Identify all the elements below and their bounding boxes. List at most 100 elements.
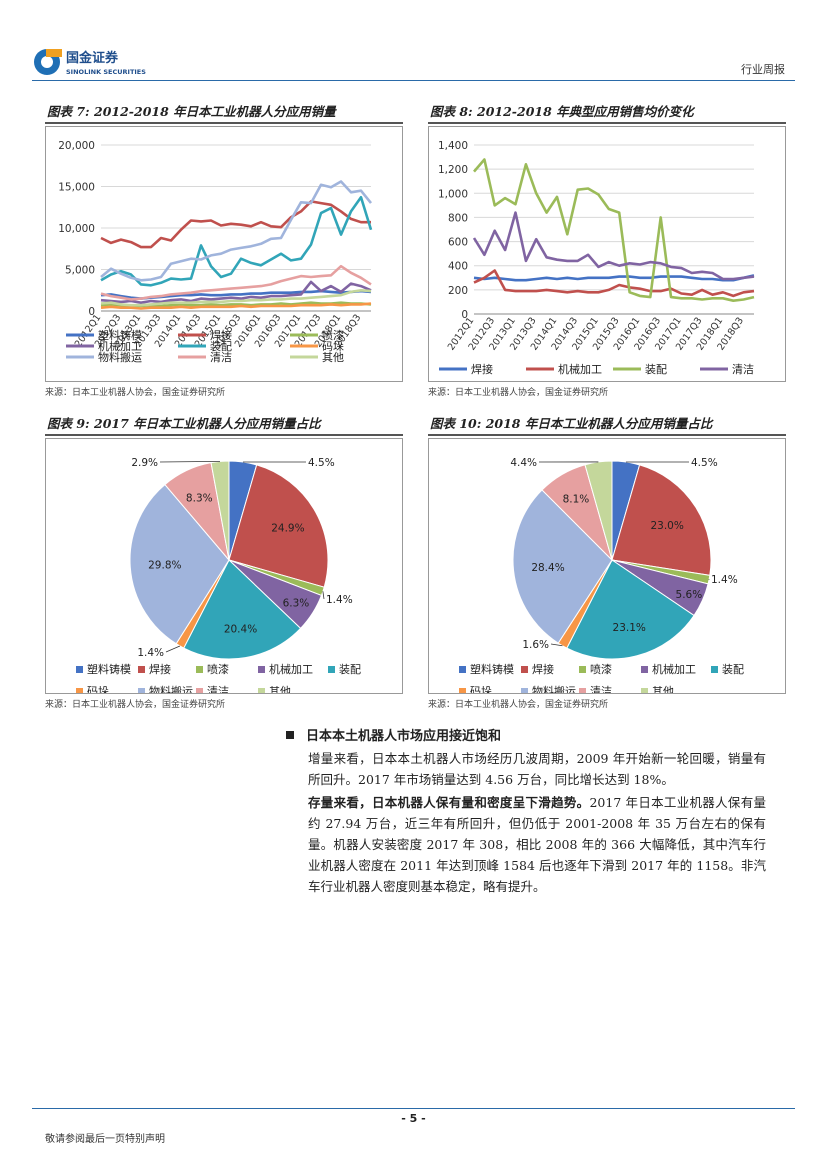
series-line <box>100 302 372 310</box>
legend-label: 塑料铸模 <box>87 662 131 676</box>
slice-label: 20.4% <box>224 623 257 635</box>
legend-swatch <box>258 666 265 673</box>
y-tick-label: 15,000 <box>58 182 95 194</box>
legend-label: 清洁 <box>210 351 232 364</box>
legend-label: 喷漆 <box>322 329 344 342</box>
figure-8-source: 来源：日本工业机器人协会，国金证券研究所 <box>428 388 609 398</box>
legend-swatch <box>521 688 528 695</box>
paragraph-2: 存量来看，日本机器人保有量和密度呈下滑趋势。2017 年日本工业机器人保有量约 … <box>308 792 766 897</box>
legend-swatch <box>76 688 83 695</box>
series-line <box>100 180 373 282</box>
figure-7-frame: 0 5,000 10,000 15,000 20,000 2012Q1 2012Q3 2013… <box>45 126 403 382</box>
legend-label: 机械加工 <box>558 362 602 376</box>
series-line <box>100 264 372 301</box>
legend-swatch <box>258 688 265 695</box>
legend-swatch <box>459 688 466 695</box>
legend-label: 码垛 <box>322 340 344 353</box>
slice-label: 23.0% <box>650 520 683 532</box>
legend-label: 其他 <box>269 685 291 693</box>
header-divider <box>32 80 795 81</box>
pie-slice <box>611 464 712 576</box>
figure-8-line-chart: 02004006008001,0001,2001,4002012Q12012Q3… <box>438 140 755 376</box>
slice-label: 28.4% <box>531 562 564 574</box>
slice-label: 23.1% <box>613 622 646 634</box>
slice-label: 1.4% <box>326 594 353 606</box>
figure-9-title: 图表 9: 2017 年日本工业机器人分应用销量占比 <box>45 414 403 436</box>
legend-swatch <box>641 688 648 695</box>
legend-label: 装配 <box>645 363 667 376</box>
figure-7-source: 来源：日本工业机器人协会，国金证券研究所 <box>45 388 226 398</box>
slice-label: 8.3% <box>186 492 213 504</box>
legend-label: 装配 <box>210 340 232 353</box>
legend-label: 清洁 <box>732 363 754 376</box>
legend-label: 装配 <box>722 663 744 676</box>
legend-label: 喷漆 <box>590 663 612 676</box>
legend-swatch <box>641 666 648 673</box>
legend-label: 机械加工 <box>98 339 142 353</box>
leader-line <box>159 461 220 463</box>
pie-slice <box>183 559 302 660</box>
y-tick-label: 600 <box>448 237 468 249</box>
y-tick-label: 20,000 <box>58 140 95 152</box>
legend-label: 码垛 <box>87 685 109 693</box>
slice-label: 4.5% <box>308 457 335 469</box>
figure-8-title: 图表 8: 2012-2018 年典型应用销售均价变化 <box>428 102 786 124</box>
series-line <box>100 200 371 249</box>
logo-en-text: SINOLINK SECURITIES <box>66 68 146 76</box>
pie-slice <box>129 483 230 645</box>
legend-label: 喷漆 <box>207 663 229 676</box>
series-line <box>100 196 373 287</box>
section-heading-text: 日本本土机器人市场应用接近饱和 <box>306 729 502 744</box>
slice-label: 24.9% <box>271 522 304 534</box>
legend-label: 码垛 <box>470 685 492 693</box>
leader-line <box>165 645 181 653</box>
paragraph-2-lead: 存量来看，日本机器人保有量和密度呈下滑趋势。 <box>308 795 590 810</box>
legend-label: 装配 <box>339 663 361 676</box>
figure-7: 图表 7: 2012-2018 年日本工业机器人分应用销量 0 5,000 10,0… <box>45 102 403 398</box>
legend-label: 其他 <box>322 351 344 364</box>
figure-10-pie-chart: 4.5% 23.0% 1.4% 5.6% 23.1% 1.6% 28.4% 8.1% 4.4% 塑… <box>459 457 744 698</box>
slice-label: 4.5% <box>691 457 718 469</box>
pie-slice <box>566 559 695 660</box>
slice-label: 1.4% <box>711 574 738 586</box>
figure-10-title: 图表 10: 2018 年日本工业机器人分应用销量占比 <box>428 414 786 436</box>
slice-label: 1.4% <box>137 647 164 659</box>
report-type: 行业周报 <box>741 63 785 76</box>
legend-label: 焊接 <box>532 662 554 676</box>
slice-label: 4.4% <box>510 457 537 469</box>
legend-label: 物料搬运 <box>149 684 193 693</box>
logo-cn-text: 国金证券 <box>66 50 119 66</box>
slice-label: 2.9% <box>131 457 158 469</box>
figure-9: 图表 9: 2017 年日本工业机器人分应用销量占比 4.5% 24.9% 1.4%… <box>45 414 403 710</box>
legend-swatch <box>328 666 335 673</box>
figure-7-line-chart: 05,00010,00015,00020,0002012Q12012Q32013… <box>58 140 373 364</box>
y-tick-label: 400 <box>448 261 468 273</box>
leader-line <box>550 643 563 647</box>
figure-10: 图表 10: 2018 年日本工业机器人分应用销量占比 4.5% 23.0% 1.4… <box>428 414 786 710</box>
figure-9-pie-chart: 4.5% 24.9% 1.4% 6.3% 20.4% 1.4% 29.8% 8.3% 2.9% 塑… <box>76 457 361 698</box>
figure-8-frame: 0 200 400 600 800 1,000 1,200 1,400 2012Q1 2012Q3… <box>428 126 786 382</box>
legend-label: 机械加工 <box>269 662 313 676</box>
legend-label: 塑料铸模 <box>470 662 514 676</box>
legend-swatch <box>196 688 203 695</box>
paragraph-1: 增量来看，日本本土机器人市场经历几波周期，2009 年开始新一轮回暖，销量有所回… <box>308 751 766 787</box>
page-number: - 5 - <box>401 1112 426 1125</box>
figure-7-title: 图表 7: 2012-2018 年日本工业机器人分应用销量 <box>45 102 403 124</box>
legend-swatch <box>196 666 203 673</box>
paragraph-2-body: 2017 年日本工业机器人保有量约 27.94 万台，近三年有所回升，但仍低于 … <box>308 795 766 894</box>
legend-label: 塑料铸模 <box>98 328 142 342</box>
slice-label: 1.6% <box>522 639 549 651</box>
y-tick-label: 0 <box>461 309 468 321</box>
y-tick-label: 1,200 <box>438 164 468 176</box>
y-tick-label: 200 <box>448 285 468 297</box>
series-line <box>100 289 372 307</box>
legend-label: 焊接 <box>149 662 171 676</box>
legend-swatch <box>76 666 83 673</box>
y-tick-label: 0 <box>88 306 95 318</box>
square-bullet-icon <box>286 731 294 739</box>
legend-label: 清洁 <box>207 685 229 693</box>
legend-label: 物料搬运 <box>532 684 576 693</box>
slice-label: 5.6% <box>676 589 703 601</box>
legend-swatch <box>579 688 586 695</box>
legend-swatch <box>138 666 145 673</box>
